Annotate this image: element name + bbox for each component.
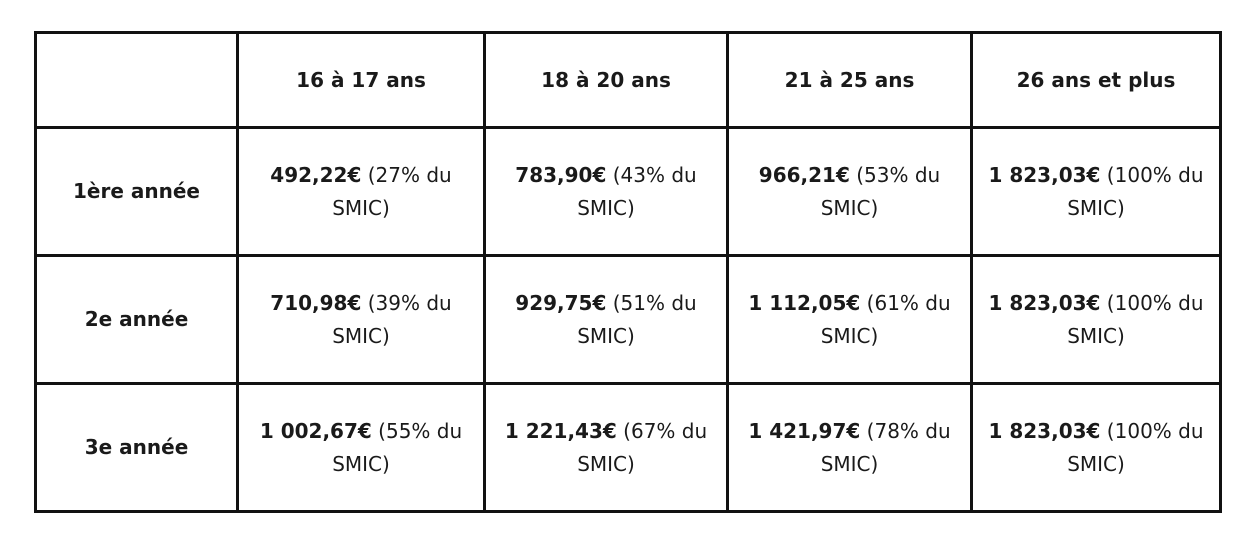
salary-cell: 966,21€ (53% du SMIC): [726, 126, 973, 257]
salary-amount: 1 421,97€: [748, 418, 861, 443]
salary-cell: 1 421,97€ (78% du SMIC): [726, 382, 973, 513]
salary-cell: 1 823,03€ (100% du SMIC): [970, 254, 1222, 385]
salary-amount: 1 112,05€: [748, 290, 861, 315]
smic-percentage: (27% du SMIC): [332, 162, 452, 220]
salary-amount: 1 823,03€: [988, 162, 1101, 187]
smic-percentage: (100% du SMIC): [1067, 290, 1204, 348]
column-header: 26 ans et plus: [970, 31, 1222, 129]
smic-percentage: (100% du SMIC): [1067, 162, 1204, 220]
salary-table: 16 à 17 ans 18 à 20 ans 21 à 25 ans 26 a…: [34, 31, 1222, 513]
salary-table-container: 16 à 17 ans 18 à 20 ans 21 à 25 ans 26 a…: [34, 31, 1222, 513]
smic-percentage: (61% du SMIC): [820, 290, 951, 348]
salary-amount: 966,21€: [758, 162, 850, 187]
smic-percentage: (100% du SMIC): [1067, 418, 1204, 476]
row-label: 3e année: [34, 382, 239, 513]
smic-percentage: (39% du SMIC): [332, 290, 452, 348]
column-header: 21 à 25 ans: [726, 31, 973, 129]
salary-cell: 929,75€ (51% du SMIC): [483, 254, 729, 385]
salary-cell: 1 221,43€ (67% du SMIC): [483, 382, 729, 513]
smic-percentage: (43% du SMIC): [577, 162, 697, 220]
salary-cell: 710,98€ (39% du SMIC): [236, 254, 486, 385]
salary-cell: 1 002,67€ (55% du SMIC): [236, 382, 486, 513]
salary-amount: 492,22€: [270, 162, 362, 187]
header-row: 16 à 17 ans 18 à 20 ans 21 à 25 ans 26 a…: [34, 31, 1222, 129]
salary-amount: 783,90€: [515, 162, 607, 187]
smic-percentage: (78% du SMIC): [820, 418, 951, 476]
salary-amount: 1 823,03€: [988, 290, 1101, 315]
row-label: 1ère année: [34, 126, 239, 257]
column-header: 16 à 17 ans: [236, 31, 486, 129]
salary-amount: 710,98€: [270, 290, 362, 315]
salary-cell: 1 823,03€ (100% du SMIC): [970, 126, 1222, 257]
salary-amount: 929,75€: [515, 290, 607, 315]
table-row: 2e année 710,98€ (39% du SMIC) 929,75€ (…: [34, 254, 1222, 385]
table-row: 1ère année 492,22€ (27% du SMIC) 783,90€…: [34, 126, 1222, 257]
smic-percentage: (53% du SMIC): [820, 162, 941, 220]
row-label: 2e année: [34, 254, 239, 385]
smic-percentage: (55% du SMIC): [332, 418, 463, 476]
salary-cell: 1 112,05€ (61% du SMIC): [726, 254, 973, 385]
salary-amount: 1 221,43€: [504, 418, 617, 443]
smic-percentage: (67% du SMIC): [577, 418, 708, 476]
salary-cell: 1 823,03€ (100% du SMIC): [970, 382, 1222, 513]
smic-percentage: (51% du SMIC): [577, 290, 697, 348]
salary-cell: 492,22€ (27% du SMIC): [236, 126, 486, 257]
table-row: 3e année 1 002,67€ (55% du SMIC) 1 221,4…: [34, 382, 1222, 513]
salary-amount: 1 002,67€: [259, 418, 372, 443]
corner-cell: [34, 31, 239, 129]
column-header: 18 à 20 ans: [483, 31, 729, 129]
salary-amount: 1 823,03€: [988, 418, 1101, 443]
salary-cell: 783,90€ (43% du SMIC): [483, 126, 729, 257]
